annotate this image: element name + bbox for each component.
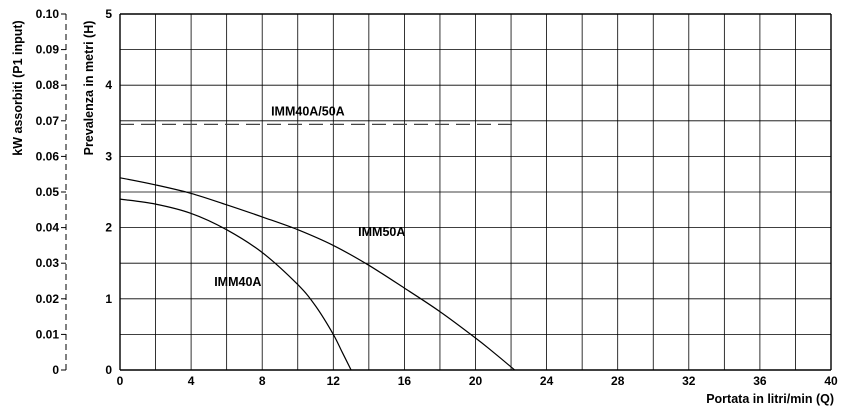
y-tick-label: 3 <box>105 149 112 163</box>
curve-labels: IMM40A IMM50A IMM40A/50A <box>214 104 405 289</box>
x-tick-label: 28 <box>611 374 625 388</box>
series-layer <box>119 123 515 371</box>
y-tick-label: 5 <box>105 7 112 21</box>
kw-tick-label: 0.05 <box>36 185 60 199</box>
x-tick-label: 8 <box>259 374 266 388</box>
x-tick-label: 0 <box>117 374 124 388</box>
x-tick-label: 20 <box>469 374 483 388</box>
x-tick-label: 32 <box>682 374 696 388</box>
kw-tick-label: 0.03 <box>36 256 60 270</box>
kw-tick-label: 0.06 <box>36 149 60 163</box>
curve-label-imm50a: IMM50A <box>358 225 405 239</box>
kw-axis <box>61 13 67 371</box>
curve-label-imm40a: IMM40A <box>214 275 261 289</box>
kw-tick-label: 0.02 <box>36 292 60 306</box>
y-tick-label: 2 <box>105 221 112 235</box>
x-tick-label: 40 <box>824 374 838 388</box>
grid <box>119 13 832 371</box>
y-tick-label: 4 <box>105 78 112 92</box>
x-tick-label: 12 <box>327 374 341 388</box>
tick-labels: 0 4 8 12 16 20 24 28 32 36 4001234500.010.020.030.… <box>36 7 838 388</box>
kw-tick-label: 0.04 <box>36 221 60 235</box>
x-axis-title: Portata in litri/min (Q) <box>706 392 834 406</box>
x-tick-label: 24 <box>540 374 554 388</box>
curve-label-imm40a-50a: IMM40A/50A <box>271 104 345 118</box>
kw-tick-label: 0.09 <box>36 43 60 57</box>
y-axis-title: Prevalenza in metri (H) <box>82 21 96 156</box>
kw-tick-label: 0 <box>52 363 59 377</box>
kw-tick-label: 0.01 <box>36 327 60 341</box>
y-tick-label: 0 <box>105 363 112 377</box>
y-tick-label: 1 <box>105 292 112 306</box>
kw-tick-label: 0.07 <box>36 114 60 128</box>
kw-tick-label: 0.10 <box>36 7 60 21</box>
kw-tick-label: 0.08 <box>36 78 60 92</box>
y2-axis-title: kW assorbiti (P1 input) <box>11 20 25 155</box>
x-tick-label: 16 <box>398 374 412 388</box>
x-tick-label: 36 <box>753 374 767 388</box>
series-imm50a-line <box>119 177 515 371</box>
series-imm40a-line <box>119 198 352 371</box>
x-tick-label: 4 <box>188 374 195 388</box>
